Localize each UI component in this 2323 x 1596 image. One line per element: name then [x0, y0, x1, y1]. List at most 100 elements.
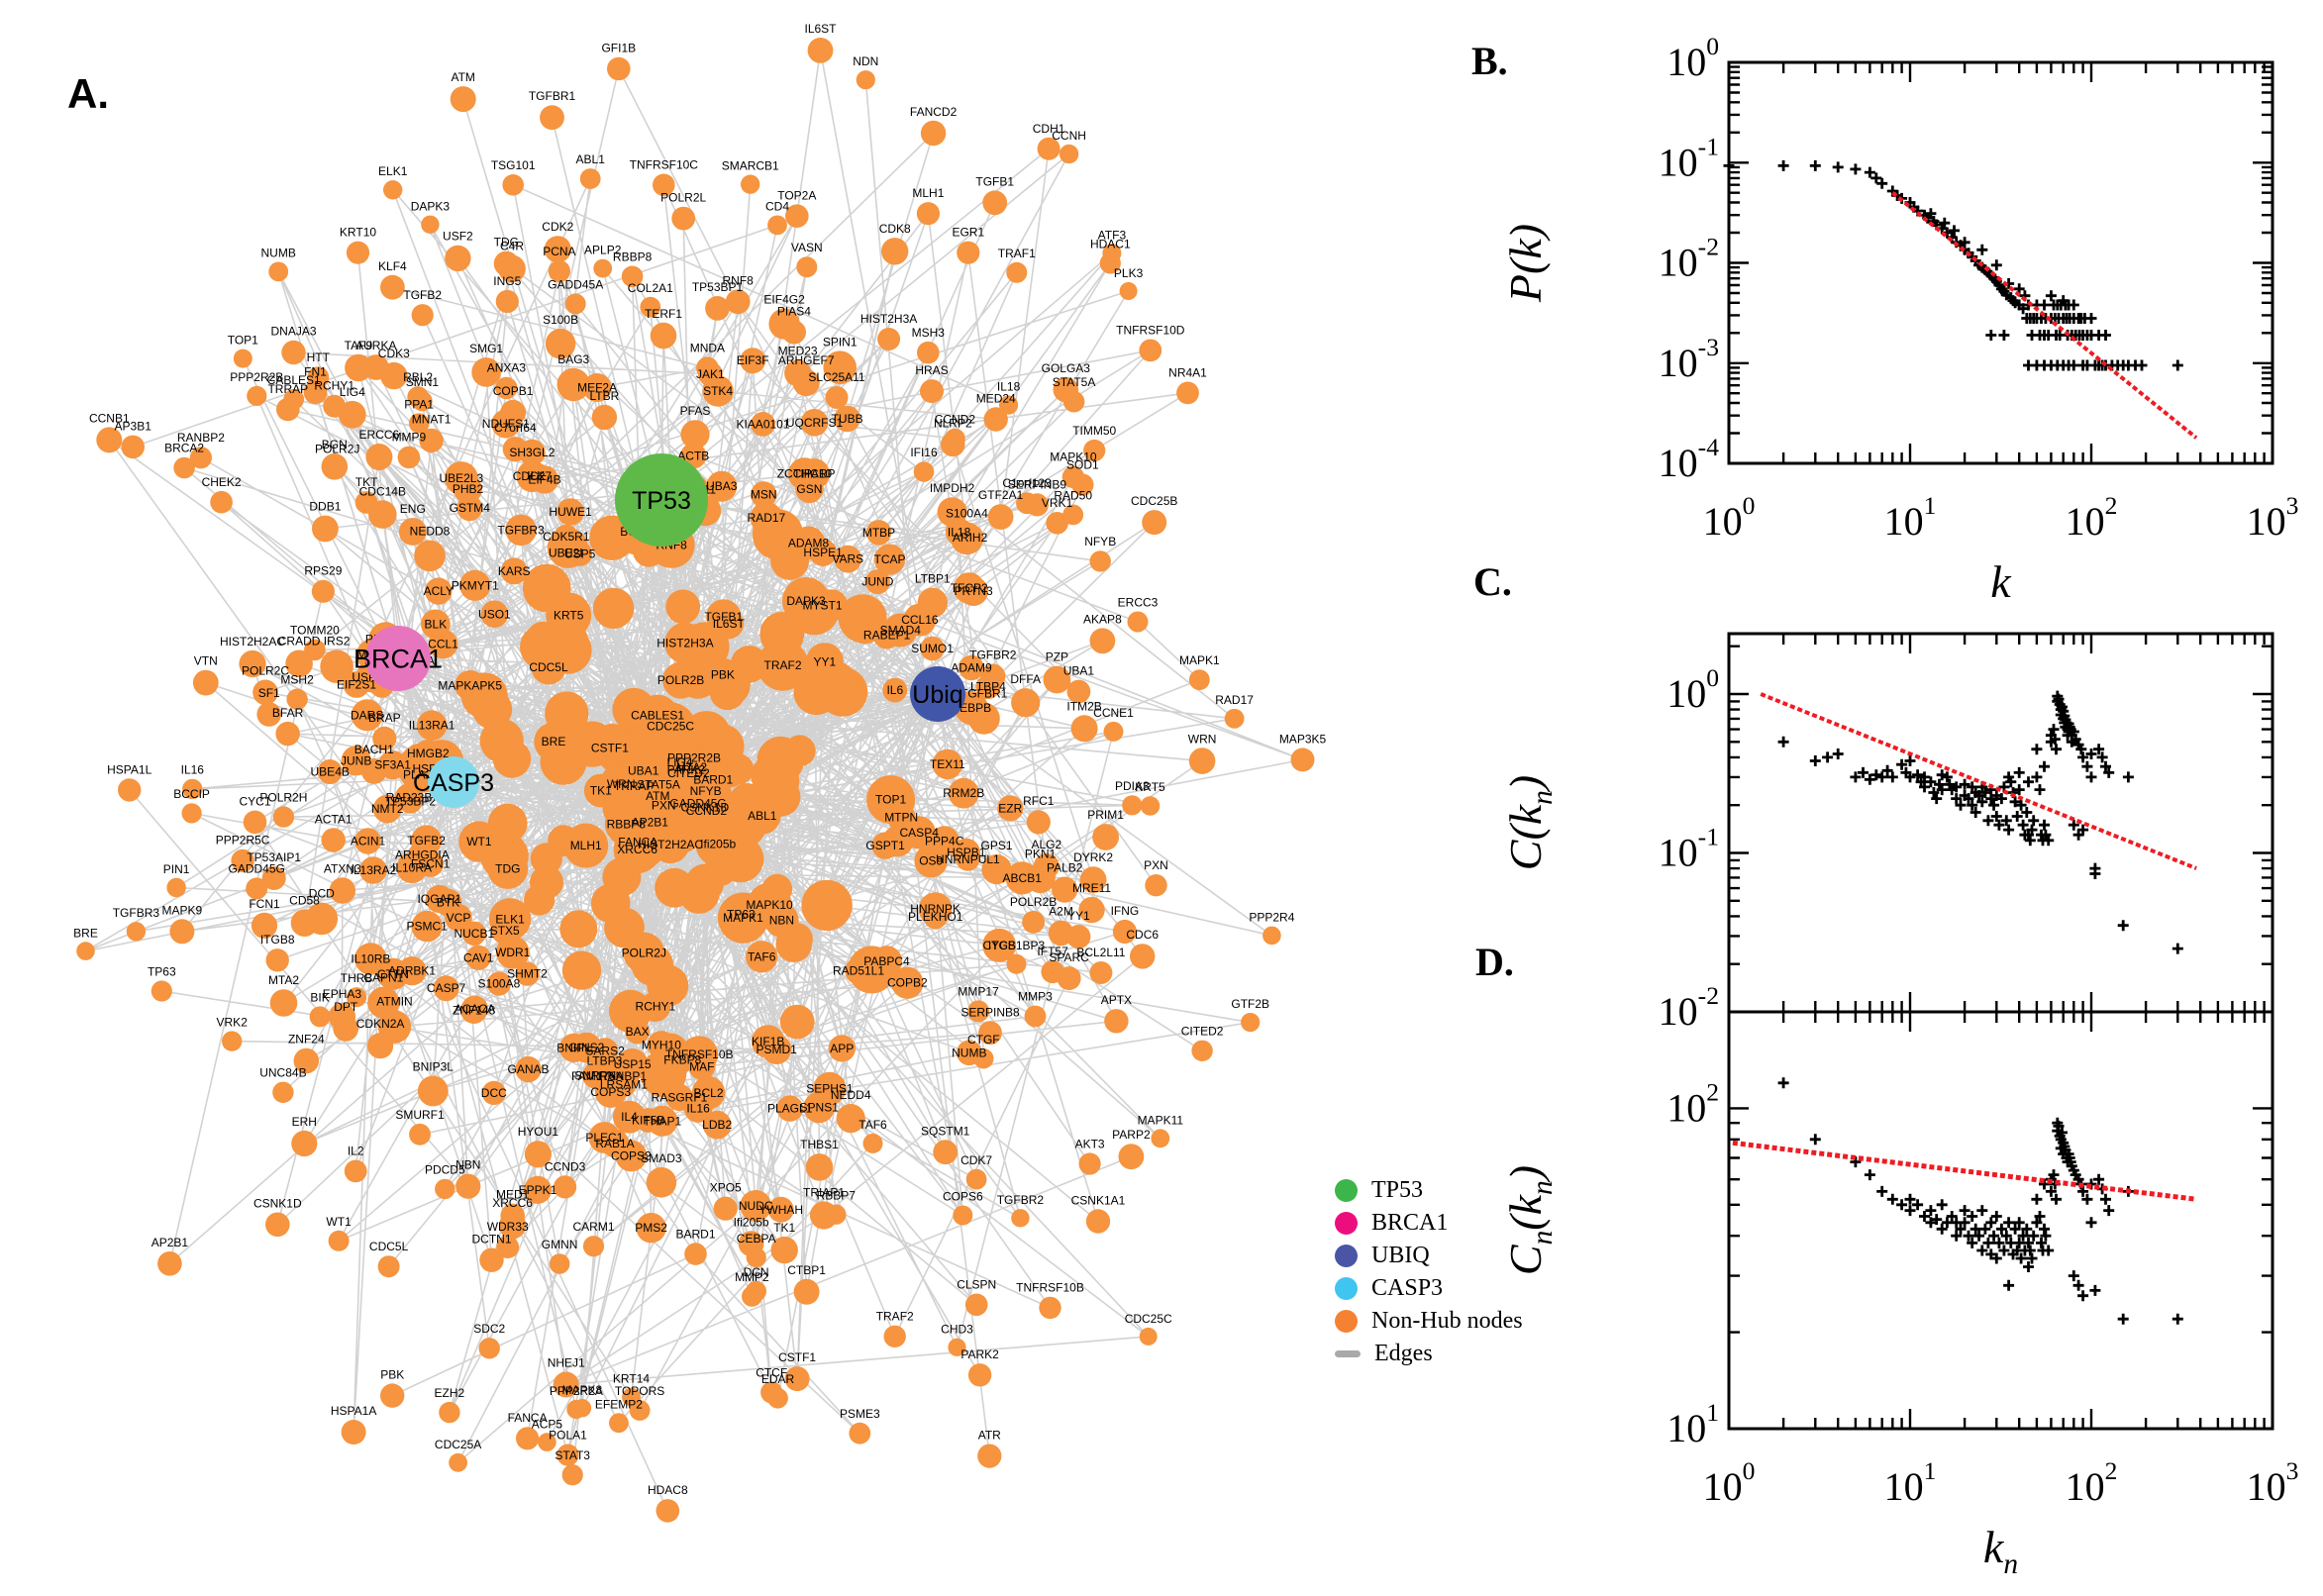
network-node	[1006, 261, 1028, 283]
node-label: PLK3	[1114, 266, 1144, 280]
node-label: NHEJ1	[548, 1355, 585, 1369]
network-node	[590, 1047, 619, 1075]
node-label: CABLES1	[267, 373, 321, 387]
network-node	[613, 1100, 646, 1134]
network-node	[210, 490, 233, 514]
node-label: RAD50	[1054, 489, 1092, 503]
network-node	[286, 688, 308, 710]
fit-line-C	[1760, 692, 2197, 870]
network-node	[1025, 493, 1049, 517]
node-label: VASN	[791, 241, 823, 254]
node-label: IL2	[348, 1145, 364, 1158]
hub-label-ubiq: Ubiq	[912, 681, 962, 709]
node-label: PCNA	[543, 245, 575, 258]
network-node	[1066, 679, 1091, 704]
non-hub-nodes-dot-icon	[1335, 1310, 1358, 1333]
node-label: NEDD8	[410, 525, 451, 539]
node-label: HMGB2	[407, 747, 450, 760]
node-label: CDC6	[1126, 928, 1159, 942]
node-label: CDK2	[542, 220, 573, 234]
plot-frame-C	[1727, 632, 2274, 1014]
network-node	[957, 1040, 982, 1066]
plot-panel-B: 100 101 102 103 100 10-1 10-2 10-3 10-4 k P(k)	[1500, 32, 2298, 607]
network-node	[1142, 510, 1167, 536]
node-label: WDR33	[487, 1220, 529, 1234]
node-label: IL13RA1	[409, 719, 455, 733]
network-node	[920, 379, 944, 404]
network-node	[964, 1293, 988, 1317]
node-label: ATM	[451, 70, 474, 84]
network-node	[549, 1253, 570, 1274]
network-node	[920, 120, 947, 147]
network-node	[480, 600, 509, 629]
node-label: CDC25A	[435, 1438, 481, 1451]
network-node	[789, 586, 840, 636]
network-node	[609, 989, 653, 1033]
network-node	[505, 514, 537, 547]
node-label: CDK3	[378, 347, 410, 360]
network-node	[523, 1175, 553, 1204]
node-label: IL18	[997, 380, 1021, 394]
network-node	[157, 1251, 182, 1276]
network-node	[311, 579, 335, 603]
network-node	[848, 946, 896, 994]
node-label: DYRK2	[1073, 850, 1113, 864]
node-label: MEF2A	[577, 381, 617, 395]
x-tick-label: 101	[1884, 1456, 1937, 1509]
node-label: ITM2B	[1066, 699, 1101, 713]
node-label: RANBP1	[599, 1069, 647, 1083]
network-node	[653, 173, 675, 197]
network-node	[746, 941, 778, 973]
node-label: FKBP8	[663, 1053, 701, 1067]
network-node	[792, 369, 820, 397]
node-label: MTPN	[884, 810, 918, 824]
network-node	[173, 456, 195, 479]
node-label: MAPK8	[562, 1383, 603, 1397]
network-node	[1176, 381, 1199, 405]
y-tick-label: 10-2	[1659, 233, 1719, 285]
network-node	[646, 1167, 677, 1198]
network-node	[1070, 715, 1098, 743]
network-node	[741, 174, 760, 194]
node-label: CABLES1	[631, 709, 684, 723]
network-node	[582, 1236, 605, 1257]
network-node	[1079, 866, 1107, 893]
node-label: XRCC6	[617, 843, 657, 856]
network-node	[977, 1444, 1002, 1468]
node-label: Ifi205b	[700, 838, 736, 851]
node-label: BAG3	[557, 352, 589, 366]
node-label: PABPC4	[863, 954, 910, 968]
network-node	[425, 577, 453, 605]
node-label: HNRNPUL1	[936, 852, 1000, 866]
node-label: MAPK1	[1179, 653, 1220, 667]
network-node	[151, 980, 172, 1002]
network-node	[272, 806, 295, 828]
node-label: UBA1	[628, 764, 659, 778]
network-node	[933, 1140, 959, 1165]
node-label: COPS6	[943, 1190, 983, 1204]
node-label: ZCCHC10	[777, 467, 833, 481]
network-node	[1119, 282, 1138, 300]
node-label: WT1	[326, 1215, 352, 1229]
network-node	[680, 1036, 719, 1074]
plot-panel-C: 100 10-1 10-2 C(kn)	[1500, 632, 2274, 1034]
network-node	[1089, 628, 1116, 654]
node-label: SMURF1	[395, 1108, 445, 1122]
node-label: STAT5A	[637, 777, 680, 791]
node-label: MAPK9	[162, 903, 203, 917]
node-label: MED23	[778, 344, 818, 357]
network-node	[1039, 1296, 1061, 1320]
node-label: TGFBR2	[997, 1193, 1045, 1207]
network-node	[309, 1006, 331, 1028]
node-label: PSME3	[840, 1407, 880, 1421]
node-label: PXN	[652, 798, 676, 812]
node-label: RCHY1	[314, 379, 354, 393]
network-node	[192, 669, 219, 696]
node-label: CARM1	[572, 1220, 614, 1234]
network-node	[650, 322, 677, 349]
node-label: RRM2B	[943, 786, 984, 800]
network-node	[987, 504, 1014, 530]
network-node	[553, 1371, 579, 1398]
node-label: MSN	[751, 488, 777, 502]
brca1-dot-icon	[1335, 1212, 1358, 1235]
